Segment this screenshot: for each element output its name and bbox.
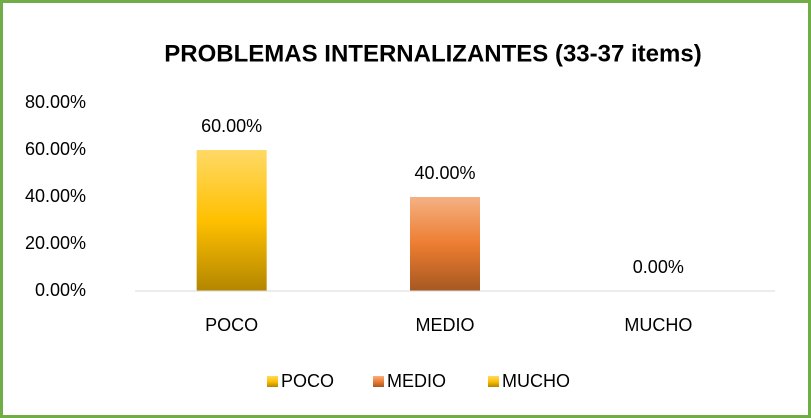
data-label: 60.00% — [201, 116, 262, 136]
legend-label: MUCHO — [502, 371, 570, 391]
x-tick-label: MEDIO — [415, 315, 474, 335]
legend-swatch — [267, 376, 278, 387]
x-tick-label: POCO — [205, 315, 258, 335]
legend-swatch — [373, 376, 384, 387]
data-label: 40.00% — [414, 163, 475, 183]
x-tick-label: MUCHO — [624, 315, 692, 335]
data-label: 0.00% — [633, 257, 684, 277]
y-tick-label: 0.00% — [35, 280, 86, 300]
legend-label: MEDIO — [387, 371, 446, 391]
chart-title: PROBLEMAS INTERNALIZANTES (33-37 items) — [164, 40, 701, 67]
y-tick-label: 40.00% — [25, 186, 86, 206]
legend-label: POCO — [281, 371, 334, 391]
legend-swatch — [488, 376, 499, 387]
y-tick-label: 20.00% — [25, 233, 86, 253]
bar — [410, 197, 480, 291]
bar — [196, 150, 267, 291]
y-tick-label: 60.00% — [25, 139, 86, 159]
y-tick-label: 80.00% — [25, 92, 86, 112]
